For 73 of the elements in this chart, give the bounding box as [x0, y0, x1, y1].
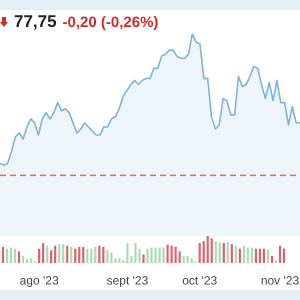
- bar: [170, 246, 173, 263]
- bar: [258, 248, 261, 263]
- bar: [118, 258, 120, 263]
- bar: [150, 248, 153, 263]
- bar: [66, 246, 68, 263]
- bar: [154, 248, 157, 263]
- bar: [30, 258, 32, 263]
- bar: [58, 244, 60, 263]
- bar: [278, 246, 282, 263]
- x-tick-label: ago '23: [20, 274, 59, 288]
- bar: [206, 236, 209, 263]
- bar: [266, 250, 270, 263]
- bar: [234, 246, 237, 263]
- bar: [54, 246, 56, 263]
- bar: [198, 243, 201, 263]
- bar: [126, 243, 129, 263]
- x-tick-label: nov '23: [260, 274, 300, 288]
- bar: [274, 260, 278, 263]
- bar: [214, 241, 217, 263]
- bar: [134, 243, 137, 263]
- bar: [174, 246, 177, 263]
- x-tick-label: oct '23: [182, 274, 218, 288]
- chart-title: 77,75: [14, 12, 57, 32]
- bar: [190, 258, 193, 263]
- bar: [210, 238, 213, 263]
- bar: [222, 243, 225, 263]
- bar: [250, 248, 253, 263]
- bar: [2, 246, 4, 263]
- bar: [138, 248, 141, 263]
- bar: [182, 256, 185, 263]
- bar: [106, 250, 108, 263]
- bar: [26, 259, 28, 263]
- bar: [22, 256, 24, 263]
- chart-subtitle: -0,20 (-0,26%): [62, 14, 158, 30]
- bar: [186, 256, 189, 263]
- bar: [178, 251, 181, 263]
- bar: [10, 248, 12, 263]
- bar: [90, 248, 92, 263]
- bar: [242, 246, 245, 263]
- bar: [42, 243, 44, 263]
- bar: [110, 252, 112, 263]
- bar: [102, 246, 104, 263]
- bar: [82, 246, 84, 263]
- bar: [14, 248, 16, 263]
- bar: [98, 246, 100, 263]
- bar: [238, 248, 241, 263]
- bar: [166, 244, 169, 263]
- bar: [6, 248, 8, 263]
- bar: [142, 254, 145, 263]
- bar: [74, 248, 76, 263]
- bar: [282, 248, 286, 263]
- bar: [130, 256, 133, 263]
- bar: [18, 251, 20, 263]
- bar: [122, 260, 125, 263]
- bar: [254, 248, 257, 263]
- bar: [78, 246, 80, 263]
- bar: [158, 248, 161, 263]
- bar: [146, 248, 149, 263]
- bar: [70, 246, 72, 263]
- bar: [226, 242, 229, 263]
- bar: [38, 248, 40, 263]
- bar: [218, 242, 221, 263]
- bar: [114, 258, 116, 263]
- bar: [62, 244, 64, 263]
- bar: [94, 246, 96, 263]
- bar: [162, 248, 165, 263]
- bar: [262, 248, 266, 263]
- x-tick-label: sept '23: [106, 274, 149, 288]
- bar: [246, 248, 249, 263]
- bar: [46, 246, 48, 263]
- bar: [86, 248, 88, 263]
- bar: [270, 256, 274, 263]
- bar: [230, 244, 233, 263]
